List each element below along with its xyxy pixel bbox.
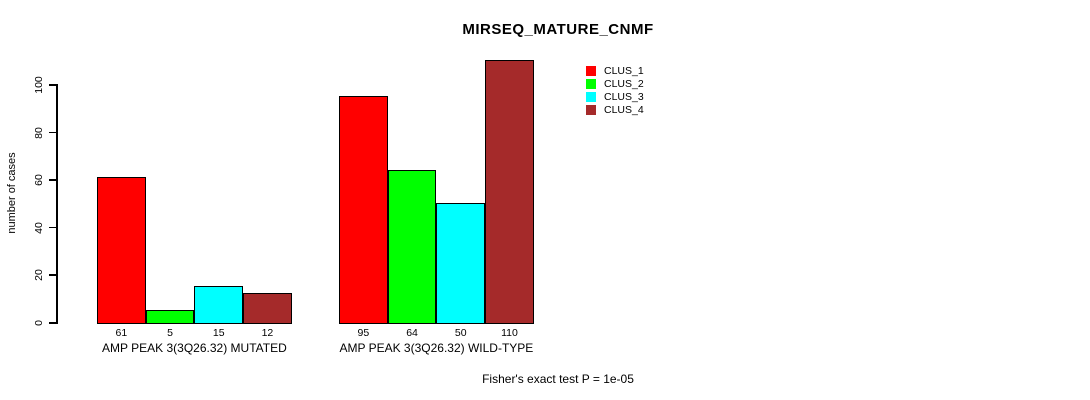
legend-row-clus_4: CLUS_4	[586, 104, 644, 117]
y-axis-tick-label: 100	[33, 76, 45, 94]
y-axis-tick-label: 40	[33, 221, 45, 234]
legend-row-clus_1: CLUS_1	[586, 65, 644, 78]
legend-swatch-icon	[586, 92, 596, 103]
bar-clus_1-group2	[339, 96, 388, 324]
legend-label: CLUS_4	[604, 104, 644, 117]
legend-label: CLUS_3	[604, 91, 644, 104]
bar-value-label: 61	[115, 327, 128, 339]
bar-clus_2-group1	[146, 310, 194, 324]
bar-clus_4-group2	[485, 60, 534, 324]
bar-clus_3-group1	[194, 286, 243, 324]
y-axis-label: number of cases	[6, 152, 18, 234]
bar-clus_4-group1	[243, 293, 292, 324]
bar-value-label: 5	[167, 327, 173, 339]
bar-clus_3-group2	[436, 203, 485, 324]
group-label: AMP PEAK 3(3Q26.32) WILD-TYPE	[339, 341, 534, 355]
bar-clus_1-group1	[97, 177, 146, 324]
y-axis-tick	[49, 226, 56, 229]
legend-label: CLUS_2	[604, 78, 644, 91]
legend-swatch-icon	[586, 66, 596, 77]
y-axis-tick-label: 20	[33, 269, 45, 282]
legend-row-clus_2: CLUS_2	[586, 78, 644, 91]
y-axis-line	[56, 84, 58, 324]
bar-value-label: 64	[406, 327, 418, 339]
statistical-test-annotation: Fisher's exact test P = 1e-05	[482, 372, 634, 386]
y-axis-tick	[49, 179, 56, 181]
y-axis-tick-label: 80	[33, 126, 45, 139]
legend-label: CLUS_1	[604, 65, 644, 78]
legend-row-clus_3: CLUS_3	[586, 91, 644, 104]
y-axis-tick-label: 60	[33, 174, 45, 187]
bar-value-label: 50	[454, 327, 467, 339]
bar-value-label: 15	[212, 327, 225, 339]
y-axis-tick	[49, 84, 56, 86]
legend-swatch-icon	[586, 79, 596, 90]
group-label: AMP PEAK 3(3Q26.32) MUTATED	[102, 341, 287, 355]
bar-value-label: 110	[501, 327, 518, 339]
bar-value-label: 12	[261, 327, 274, 339]
y-axis-tick-label: 0	[33, 320, 45, 326]
legend: CLUS_1 CLUS_2 CLUS_3 CLUS_4	[586, 65, 644, 117]
y-axis-tick	[49, 274, 56, 276]
y-axis-tick	[49, 322, 56, 324]
bar-clus_2-group2	[388, 170, 436, 324]
y-axis-tick	[49, 131, 56, 134]
legend-swatch-icon	[586, 105, 596, 116]
bar-value-label: 95	[357, 327, 370, 339]
chart-title: MIRSEQ_MATURE_CNMF	[462, 21, 654, 38]
